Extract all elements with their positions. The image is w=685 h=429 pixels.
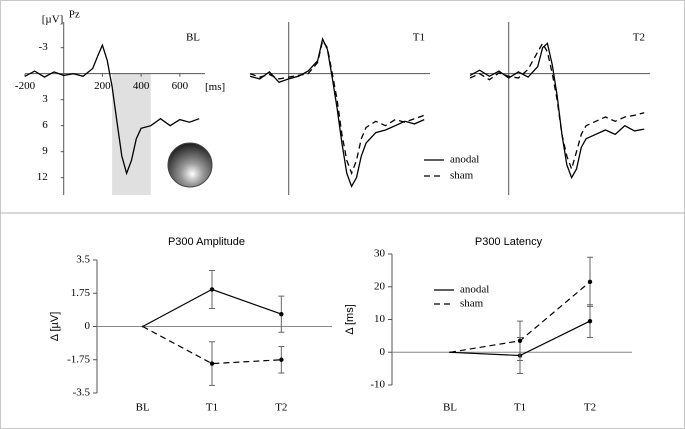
chart-title: T2	[633, 32, 645, 44]
legend-label: sham	[450, 170, 474, 182]
x-tick-label: T1	[514, 402, 526, 414]
x-tick-label: 600	[172, 80, 189, 92]
series-line	[142, 325, 282, 365]
legend-label: anodal	[450, 154, 479, 166]
legend-label: sham	[460, 298, 484, 310]
y-axis-label: Δ [µV]	[49, 312, 61, 342]
y-tick-label: -1.75	[67, 353, 90, 365]
y-tick-label: -10	[370, 379, 385, 391]
waveform	[24, 43, 200, 176]
point	[279, 357, 284, 362]
x-tick-label: -200	[15, 80, 36, 92]
y-tick-label: 12	[37, 171, 48, 183]
point	[141, 325, 144, 328]
y-tick-label: 1.75	[71, 287, 91, 299]
y-axis-label: Δ [ms]	[344, 304, 356, 335]
y-tick-label: 0	[380, 346, 386, 358]
point	[209, 287, 215, 292]
x-tick-label: BL	[136, 402, 150, 414]
waveform	[249, 36, 425, 188]
y-axis-label: [µV]	[42, 14, 64, 26]
x-tick-label: BL	[443, 402, 457, 414]
y-tick-label: 9	[42, 145, 48, 157]
point	[587, 279, 593, 285]
y-tick-label: 3.5	[76, 254, 90, 266]
head-map	[167, 142, 213, 188]
point	[449, 351, 451, 354]
y-tick-label: 30	[374, 248, 386, 260]
y-tick-label: -3.5	[73, 387, 91, 399]
x-axis-label: [ms]	[205, 81, 225, 93]
x-tick-label: T2	[584, 402, 596, 414]
legend-label: anodal	[460, 284, 489, 296]
y-tick-label: -3	[39, 41, 49, 53]
waveform	[469, 41, 645, 172]
y-tick-label: 0	[85, 320, 91, 332]
y-tick-label: 3	[42, 93, 48, 105]
point	[587, 318, 593, 324]
x-tick-label: T2	[275, 402, 287, 414]
chart-title: BL	[186, 32, 200, 44]
chart-title: P300 Amplitude	[168, 236, 245, 248]
channel-label: Pz	[69, 9, 80, 21]
waveform	[469, 42, 645, 180]
point	[279, 311, 284, 317]
chart-title: P300 Latency	[475, 236, 543, 248]
y-tick-label: 6	[42, 119, 48, 131]
y-tick-label: 20	[374, 280, 386, 292]
point	[517, 338, 523, 343]
x-tick-label: 200	[94, 80, 111, 92]
point	[209, 361, 215, 366]
x-tick-label: 400	[133, 80, 150, 92]
chart-title: T1	[413, 32, 425, 44]
y-tick-label: 10	[374, 313, 386, 325]
x-tick-label: T1	[206, 402, 218, 414]
